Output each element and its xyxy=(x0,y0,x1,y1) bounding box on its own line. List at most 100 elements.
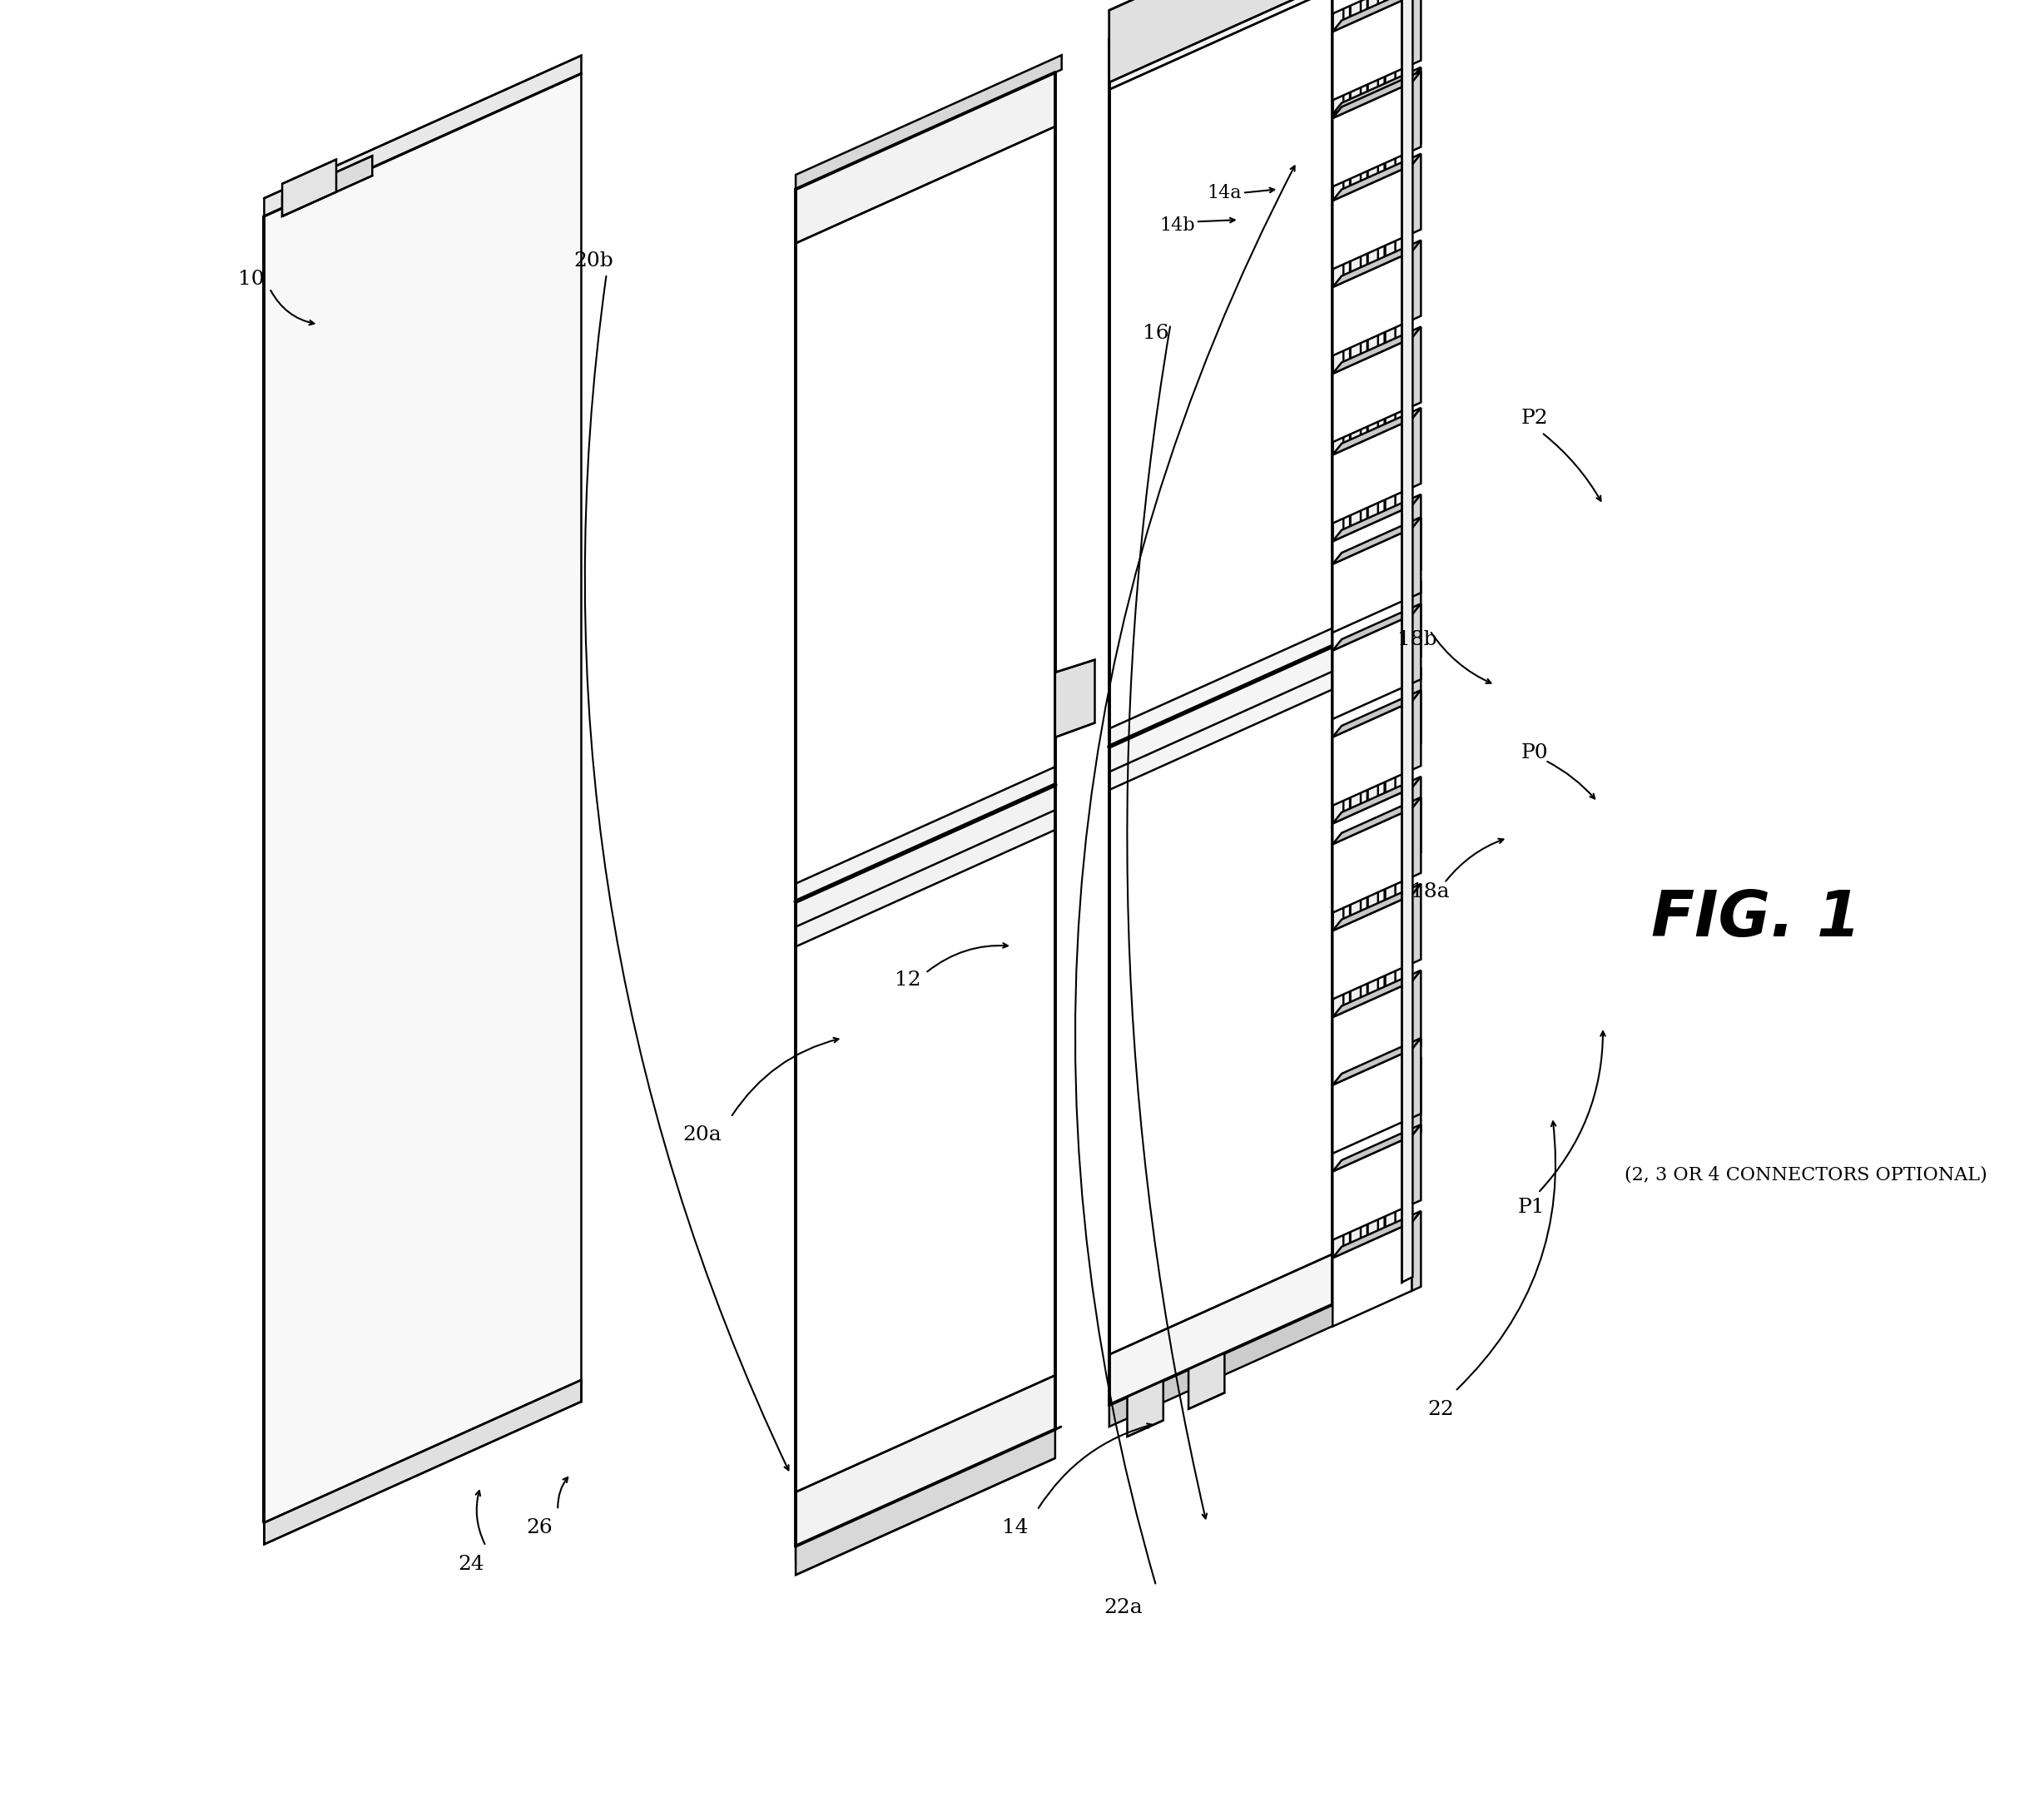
Polygon shape xyxy=(1333,79,1412,182)
Polygon shape xyxy=(1412,1038,1421,1117)
Polygon shape xyxy=(1412,580,1421,661)
Text: P2: P2 xyxy=(1521,409,1547,427)
Polygon shape xyxy=(1333,809,1412,912)
Polygon shape xyxy=(1412,777,1421,856)
Polygon shape xyxy=(795,831,1055,1492)
Polygon shape xyxy=(795,56,1061,189)
Polygon shape xyxy=(1333,494,1421,541)
Polygon shape xyxy=(1333,407,1421,454)
Text: 22a: 22a xyxy=(1104,1598,1143,1616)
Polygon shape xyxy=(795,1427,1061,1561)
Polygon shape xyxy=(1333,240,1421,287)
Polygon shape xyxy=(1333,1124,1421,1171)
Polygon shape xyxy=(1333,1211,1421,1258)
Polygon shape xyxy=(1110,690,1333,1355)
Polygon shape xyxy=(1333,1222,1412,1326)
Polygon shape xyxy=(264,1380,580,1544)
Polygon shape xyxy=(1333,787,1412,892)
Text: 14a: 14a xyxy=(1208,184,1243,202)
Polygon shape xyxy=(1333,72,1421,119)
Text: FIG. 1: FIG. 1 xyxy=(1652,888,1862,950)
Polygon shape xyxy=(1333,506,1412,609)
Polygon shape xyxy=(1333,667,1421,714)
Text: 14b: 14b xyxy=(1159,216,1196,234)
Text: 12: 12 xyxy=(895,971,920,989)
Polygon shape xyxy=(795,1429,1055,1575)
Polygon shape xyxy=(1333,0,1412,14)
Polygon shape xyxy=(1333,593,1412,696)
Polygon shape xyxy=(1126,1380,1163,1436)
Polygon shape xyxy=(1333,1135,1412,1240)
Polygon shape xyxy=(1412,494,1421,575)
Polygon shape xyxy=(1333,0,1421,32)
Polygon shape xyxy=(1412,796,1421,878)
Polygon shape xyxy=(1333,1069,1412,1171)
Polygon shape xyxy=(1110,0,1333,83)
Polygon shape xyxy=(1402,0,1412,1283)
Polygon shape xyxy=(1412,883,1421,964)
Polygon shape xyxy=(1333,517,1421,564)
Text: P0: P0 xyxy=(1521,744,1547,762)
Polygon shape xyxy=(1333,883,1421,930)
Text: (2, 3 OR 4 CONNECTORS OPTIONAL): (2, 3 OR 4 CONNECTORS OPTIONAL) xyxy=(1625,1166,1987,1184)
Polygon shape xyxy=(1110,0,1333,40)
Polygon shape xyxy=(1333,690,1421,737)
Polygon shape xyxy=(282,160,337,216)
Polygon shape xyxy=(1333,153,1421,200)
Polygon shape xyxy=(1333,83,1412,187)
Polygon shape xyxy=(1333,339,1412,441)
Polygon shape xyxy=(1412,1211,1421,1290)
Polygon shape xyxy=(1333,604,1421,651)
Polygon shape xyxy=(1333,1038,1421,1085)
Polygon shape xyxy=(1333,777,1421,824)
Polygon shape xyxy=(1367,0,1378,1297)
Polygon shape xyxy=(1333,1056,1421,1103)
Polygon shape xyxy=(1110,0,1333,728)
Polygon shape xyxy=(795,126,1055,883)
Text: 24: 24 xyxy=(458,1555,484,1573)
Polygon shape xyxy=(1333,326,1421,373)
Polygon shape xyxy=(282,157,372,216)
Polygon shape xyxy=(1110,1305,1333,1427)
Polygon shape xyxy=(1333,969,1421,1016)
Polygon shape xyxy=(1333,0,1343,1314)
Polygon shape xyxy=(1412,690,1421,769)
Polygon shape xyxy=(1333,896,1412,998)
Polygon shape xyxy=(1412,1056,1421,1137)
Polygon shape xyxy=(1412,240,1421,321)
Polygon shape xyxy=(1412,326,1421,407)
Text: 16: 16 xyxy=(1143,324,1169,342)
Polygon shape xyxy=(1333,67,1421,114)
Polygon shape xyxy=(264,56,580,216)
Polygon shape xyxy=(795,72,1055,1546)
Text: 26: 26 xyxy=(527,1519,554,1537)
Polygon shape xyxy=(1412,667,1421,748)
Polygon shape xyxy=(1333,796,1421,843)
Polygon shape xyxy=(1333,679,1412,782)
Polygon shape xyxy=(1333,580,1421,627)
Text: 18a: 18a xyxy=(1410,883,1449,901)
Polygon shape xyxy=(1412,0,1421,65)
Text: 20b: 20b xyxy=(574,252,613,270)
Polygon shape xyxy=(1333,0,1412,101)
Text: 22: 22 xyxy=(1427,1400,1453,1418)
Polygon shape xyxy=(1055,660,1096,737)
Polygon shape xyxy=(1333,528,1412,633)
Polygon shape xyxy=(1188,1353,1224,1409)
Polygon shape xyxy=(1333,701,1412,805)
Polygon shape xyxy=(1412,72,1421,151)
Polygon shape xyxy=(1412,407,1421,488)
Polygon shape xyxy=(1333,252,1412,355)
Polygon shape xyxy=(1412,969,1421,1051)
Text: 10: 10 xyxy=(239,270,266,288)
Polygon shape xyxy=(1349,0,1361,1306)
Polygon shape xyxy=(1333,166,1412,268)
Polygon shape xyxy=(264,74,580,1523)
Polygon shape xyxy=(1333,420,1412,523)
Polygon shape xyxy=(1412,67,1421,148)
Polygon shape xyxy=(1333,1049,1412,1153)
Text: 18b: 18b xyxy=(1398,631,1437,649)
Text: P1: P1 xyxy=(1517,1198,1545,1216)
Text: 20a: 20a xyxy=(683,1126,722,1144)
Polygon shape xyxy=(1412,1124,1421,1204)
